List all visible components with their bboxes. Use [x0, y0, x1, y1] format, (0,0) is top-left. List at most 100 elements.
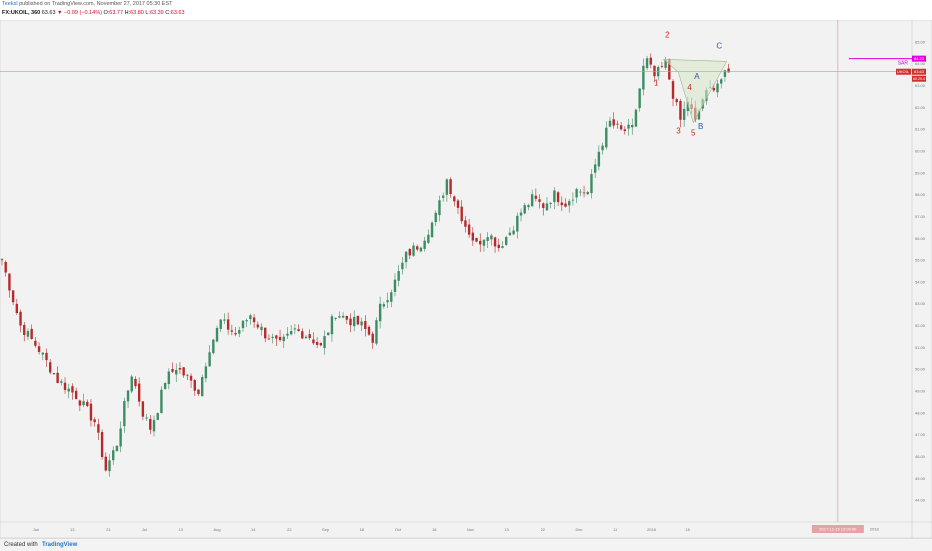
candle-body [475, 237, 478, 242]
tradingview-logo[interactable]: TradingView [42, 542, 78, 548]
candle [497, 238, 500, 252]
price-chart[interactable]: 44.00 45.00 46.00 47.00 48.00 49.00 50.00 51.00… [0, 19, 932, 539]
candle-body [564, 203, 567, 207]
candle-body [252, 317, 256, 323]
candle-body [445, 179, 449, 195]
candle-body [668, 59, 671, 80]
candle-body [619, 125, 623, 130]
candle-body [23, 324, 26, 335]
candle [619, 121, 623, 131]
candle [375, 317, 378, 346]
candle-body [456, 200, 460, 208]
candle [449, 177, 452, 198]
candle-body [241, 320, 245, 329]
candle-body [419, 247, 423, 252]
candle [671, 79, 675, 107]
candle-body [45, 352, 48, 361]
candle [308, 329, 311, 340]
candle-body [197, 389, 200, 395]
candle-body [189, 375, 193, 381]
candle-body [152, 419, 156, 432]
candle-body [34, 340, 37, 346]
candle-body [523, 205, 526, 214]
created-with-label: Created with [4, 542, 38, 548]
candle-body [175, 369, 178, 375]
candle-body [15, 303, 19, 314]
symbol-name: FX:UKOIL, 360 [2, 10, 41, 16]
high-value: 63.80 [130, 10, 144, 16]
y-tick-label: 58.00 [915, 192, 926, 197]
candle-body [271, 336, 274, 338]
candle [586, 190, 589, 196]
chart-header: Teeksl published on TradingView.com, Nov… [2, 0, 930, 20]
candle [271, 333, 274, 344]
candle-body [549, 202, 552, 204]
candle [401, 256, 404, 275]
candle [86, 399, 89, 408]
candle-body [264, 327, 267, 339]
author-link[interactable]: Teeksl [2, 1, 18, 7]
candle [720, 77, 723, 89]
candle-body [334, 317, 337, 319]
candle [275, 334, 278, 346]
candle [104, 452, 108, 472]
candle-body [119, 428, 122, 447]
candle-body [642, 65, 645, 90]
candle-body [590, 174, 593, 194]
y-tick-label: 59.00 [915, 170, 926, 175]
candle [378, 296, 382, 329]
candle-body [404, 251, 408, 263]
candle [590, 169, 593, 199]
candle-body [11, 290, 15, 303]
candle-body [649, 57, 652, 65]
candle [490, 233, 493, 246]
candle-body [234, 333, 237, 335]
candle [315, 337, 319, 348]
candle [556, 190, 560, 206]
candle [601, 142, 604, 155]
price-change: −0.09 (−0.14%) [64, 10, 102, 16]
date-tag [811, 525, 864, 533]
candle-body [653, 65, 656, 77]
candle-body [293, 328, 297, 330]
candle [508, 227, 512, 236]
candle [256, 321, 260, 330]
candle-body [171, 369, 174, 372]
candle [445, 178, 449, 202]
candle [163, 382, 167, 390]
candle-body [375, 320, 378, 344]
candle-body [441, 195, 445, 198]
x-tick-label: 14 [251, 527, 256, 532]
candle [208, 345, 211, 367]
candle-body [682, 108, 686, 120]
candle [48, 359, 52, 375]
candle [568, 199, 571, 213]
candle [34, 337, 37, 348]
candle-body [238, 330, 241, 334]
candle [312, 332, 315, 346]
x-tick-label: 15 [685, 527, 690, 532]
candle [504, 235, 508, 246]
candle-body [560, 202, 564, 206]
candle-body [319, 343, 323, 346]
candle [97, 418, 100, 440]
candle [15, 298, 19, 315]
level-tag-text: 60.29.4 [913, 77, 925, 81]
candle-body [453, 196, 456, 202]
candle [427, 229, 430, 245]
candle [167, 368, 171, 390]
candle [486, 232, 489, 248]
chart-area[interactable]: 44.00 45.00 46.00 47.00 48.00 49.00 50.00 51.00… [0, 19, 932, 539]
candle [434, 210, 437, 226]
x-tick-label: 21 [106, 527, 111, 532]
candle [545, 197, 549, 211]
candle [519, 208, 523, 222]
candle-body [352, 316, 356, 327]
candle-body [671, 81, 675, 99]
candle-body [504, 237, 508, 245]
candle-body [605, 127, 608, 148]
candle-body [679, 100, 682, 120]
candle-body [130, 376, 133, 392]
time-axis: Jun 13 21 Jul 13 Aug 14 22 Sep 18 Oct 16 Nov 13 22 Dec 1… [33, 527, 691, 532]
y-tick-label: 56.00 [915, 236, 926, 241]
